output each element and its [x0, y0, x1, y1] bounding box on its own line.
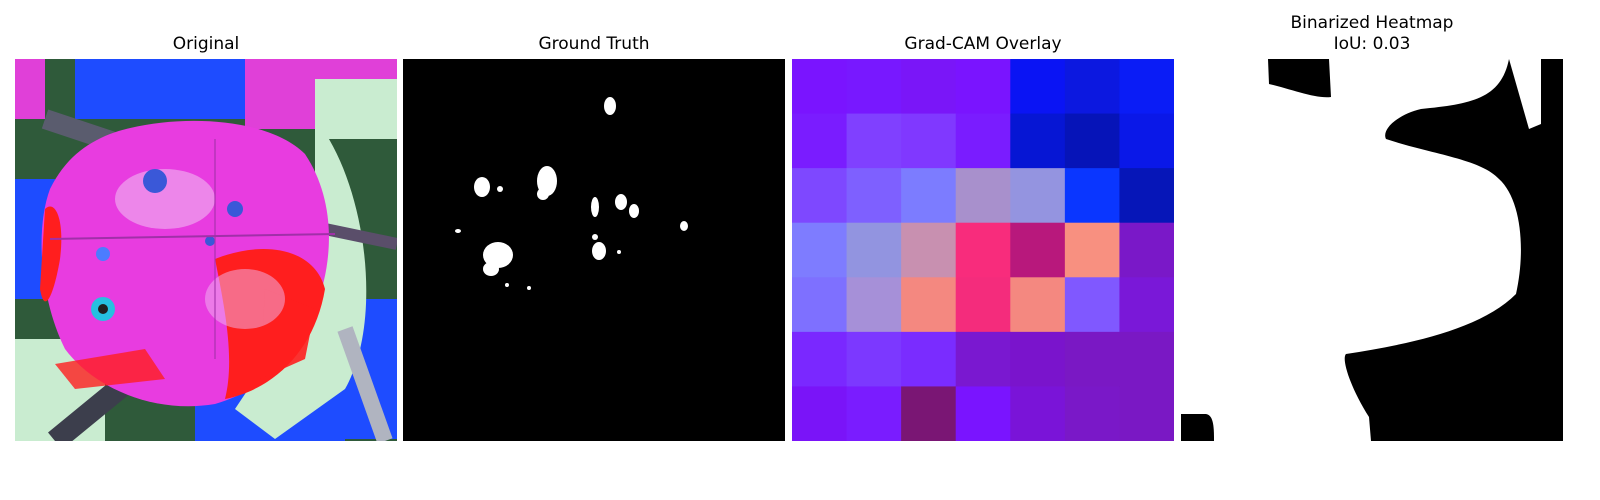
gradcam-cell — [1119, 331, 1174, 387]
gradcam-cell — [1064, 222, 1120, 278]
iou-label: IoU: 0.03 — [1333, 34, 1411, 54]
gradcam-cell — [1010, 59, 1066, 115]
gradcam-cell — [1010, 222, 1066, 278]
gradcam-cell — [901, 331, 957, 387]
gradcam-cell — [792, 222, 848, 278]
gradcam-cell — [1119, 277, 1174, 333]
original-image — [15, 59, 397, 441]
gradcam-cell — [792, 277, 848, 333]
gradcam-cell — [846, 277, 902, 333]
gradcam-cell — [901, 386, 957, 441]
gradcam-cell — [901, 59, 957, 115]
gradcam-cell — [1119, 59, 1174, 115]
gradcam-cell — [955, 168, 1011, 224]
gradcam-cell — [1064, 168, 1120, 224]
gradcam-cell — [1010, 113, 1066, 169]
gradcam-cell — [792, 59, 848, 115]
gradcam-cell — [1119, 168, 1174, 224]
ground-truth-mask — [403, 59, 785, 441]
binarized-heatmap — [1181, 59, 1563, 441]
binarized-heading: Binarized Heatmap — [1290, 13, 1454, 33]
gradcam-cell — [1119, 222, 1174, 278]
gradcam-cell — [792, 168, 848, 224]
gradcam-cell — [846, 59, 902, 115]
gradcam-cell — [1010, 168, 1066, 224]
gradcam-cell — [1119, 113, 1174, 169]
gradcam-cell — [1064, 59, 1120, 115]
gradcam-cell — [792, 113, 848, 169]
gradcam-cell — [846, 331, 902, 387]
gradcam-cell — [955, 331, 1011, 387]
gradcam-cell — [901, 277, 957, 333]
gradcam-cell — [846, 113, 902, 169]
gradcam-cell — [1010, 331, 1066, 387]
gradcam-cell — [1064, 386, 1120, 441]
gradcam-cell — [846, 386, 902, 441]
gradcam-cell — [846, 222, 902, 278]
gradcam-cell — [955, 222, 1011, 278]
gradcam-cell — [955, 59, 1011, 115]
gradcam-cell — [955, 386, 1011, 441]
ground-truth-title: Ground Truth — [538, 34, 650, 54]
gradcam-cell — [1119, 386, 1174, 441]
gradcam-cell — [1010, 386, 1066, 441]
gradcam-cell — [955, 113, 1011, 169]
gradcam-title: Grad-CAM Overlay — [904, 34, 1062, 54]
gradcam-cell — [846, 168, 902, 224]
gradcam-cell — [792, 331, 848, 387]
gradcam-overlay — [792, 59, 1174, 441]
gradcam-cell — [955, 277, 1011, 333]
original-title: Original — [172, 34, 240, 54]
gradcam-cell — [792, 386, 848, 441]
gradcam-cell — [1010, 277, 1066, 333]
gradcam-cell — [1064, 113, 1120, 169]
gradcam-cell — [1064, 331, 1120, 387]
gradcam-cell — [1064, 277, 1120, 333]
binarized-title: Binarized Heatmap IoU: 0.03 — [1181, 13, 1563, 55]
gradcam-cell — [901, 168, 957, 224]
gradcam-cell — [901, 222, 957, 278]
gradcam-cell — [901, 113, 957, 169]
